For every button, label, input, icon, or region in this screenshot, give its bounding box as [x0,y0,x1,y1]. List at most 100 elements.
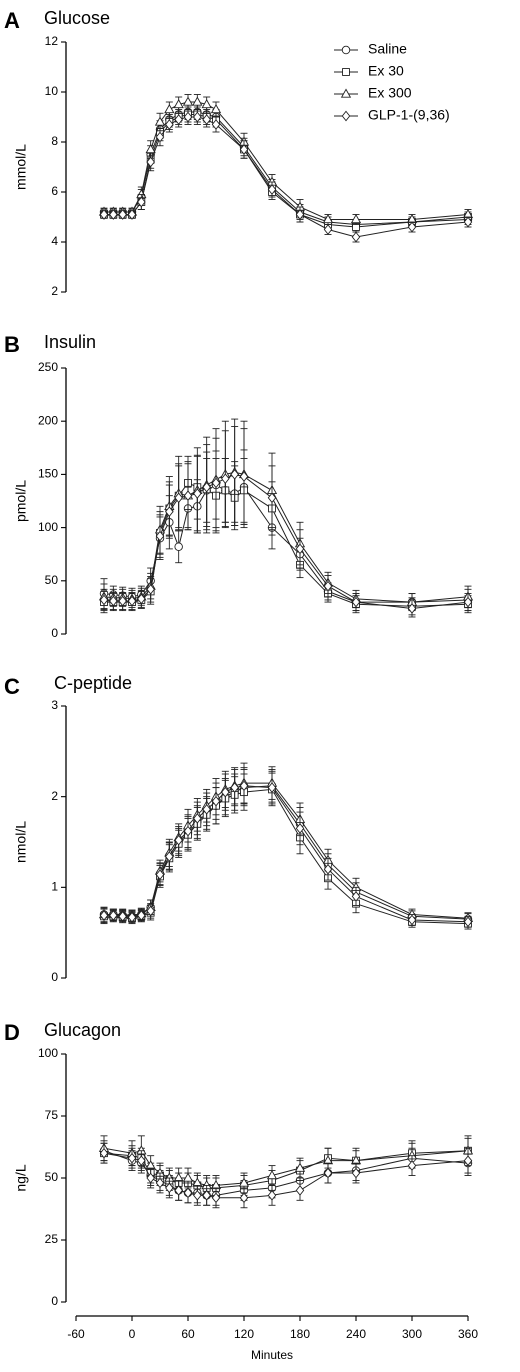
data-point [407,221,417,233]
x-tick-label: 180 [290,1327,310,1341]
data-point [173,98,184,109]
data-point [295,1185,305,1196]
data-point [155,530,165,542]
data-point [193,488,202,499]
data-point [210,103,222,114]
y-tick-label: 200 [38,413,58,427]
data-point [127,911,137,923]
y-axis-label: ng/L [13,1164,29,1191]
panel-c: C C-peptide nmol/L 0 1 2 3 [4,673,474,984]
circle-marker-icon [341,45,351,55]
data-point [146,156,155,168]
data-point [165,506,174,517]
data-point [407,603,417,614]
data-point [202,114,211,125]
data-point [146,1172,155,1184]
data-point [267,184,277,195]
series-line [104,785,469,923]
data-point [267,1190,277,1201]
panel-letter: A [4,8,20,33]
y-tick-label: 100 [38,520,58,534]
data-point [294,1162,306,1172]
series-line [103,471,469,603]
data-point [202,481,211,493]
data-point [351,596,361,608]
data-point [109,209,118,220]
x-tick-label: -60 [67,1327,85,1341]
series-circle [99,769,473,925]
data-point [137,1155,146,1166]
data-point [183,490,193,502]
data-point [295,209,305,220]
y-tick-label: 250 [38,360,58,374]
data-point [118,209,127,220]
data-point [211,477,221,489]
series-diamond [99,109,473,243]
y-tick-label: 6 [51,184,58,198]
data-point [267,782,277,793]
series-line [104,785,469,920]
data-point [211,119,221,130]
series-diamond [99,767,473,928]
data-point [155,131,165,143]
y-tick-label: 4 [51,234,58,248]
y-tick-label: 150 [38,467,58,481]
legend-label: Ex 300 [368,85,412,101]
data-point [407,1160,417,1171]
legend: Saline Ex 30 Ex 300 GLP-1-(9,36) [334,41,450,123]
legend-item: Ex 300 [334,85,412,101]
data-point [193,111,202,123]
data-point [211,1192,221,1204]
series-line [104,788,469,925]
data-point [351,231,361,243]
series-line [103,484,469,603]
data-point [351,891,361,902]
data-point [322,213,334,224]
triangle-marker-icon [340,88,352,98]
legend-item: Ex 30 [334,63,404,79]
series-square [100,451,472,616]
data-point [182,96,194,106]
data-point [407,914,417,926]
series-circle [99,449,473,612]
series-square [100,106,472,233]
y-tick-label: 100 [38,1046,58,1060]
square-marker-icon [342,68,350,76]
data-point [137,593,146,605]
data-point [183,825,193,837]
y-tick-label: 3 [51,698,58,712]
data-point [99,209,109,220]
panel-a: A Glucose mmol/L 2 4 6 8 10 12 Saline Ex 30 Ex 300 G… [4,8,474,298]
data-point [295,543,305,555]
data-point [238,1177,250,1187]
data-point [239,1192,249,1204]
data-point [202,1190,211,1201]
series-line [104,782,469,919]
data-point [295,823,305,834]
data-point [99,910,109,921]
series-circle [99,104,473,230]
legend-label: GLP-1-(9,36) [368,107,450,123]
y-tick-label: 75 [45,1108,59,1122]
data-point [174,1185,183,1196]
data-point [193,813,202,824]
series-square [100,772,472,930]
data-point [146,583,155,595]
panel-letter: D [4,1020,20,1045]
data-point [99,1147,109,1159]
data-point [193,1190,202,1201]
data-point [463,216,473,228]
data-point [127,1152,137,1164]
data-point [165,1182,174,1194]
panel-letter: B [4,332,20,357]
data-point [267,492,277,504]
data-point [137,910,146,921]
data-point [174,834,183,846]
y-tick-label: 50 [45,573,59,587]
data-point [109,910,118,921]
y-tick-label: 0 [51,1294,58,1308]
x-tick-label: 120 [234,1327,254,1341]
data-point [155,869,165,880]
legend-label: Ex 30 [368,63,404,79]
